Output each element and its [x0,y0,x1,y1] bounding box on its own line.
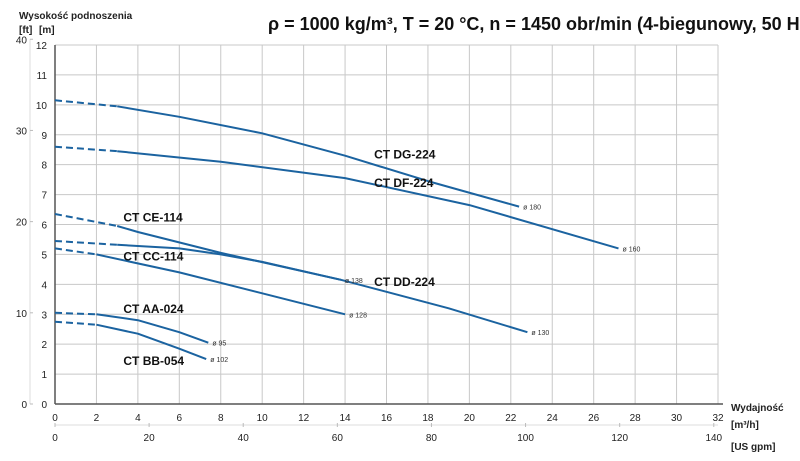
y-tick-label: 6 [41,221,47,232]
curve-name-label: CT CE-114 [123,211,183,225]
impeller-diameter-label: ø 160 [623,246,641,253]
gpm-tick-label: 100 [517,433,534,444]
y-tick-label: 7 [41,191,47,202]
ft-tick-label: 40 [16,35,28,46]
x-tick-label: 10 [257,413,269,424]
x-tick-label: 6 [177,413,183,424]
ft-tick-label: 30 [16,126,28,137]
gpm-tick-label: 40 [238,433,250,444]
x-tick-label: 18 [422,413,434,424]
curve-name-label: CT DD-224 [374,275,435,289]
x-tick-label: 8 [218,413,224,424]
impeller-diameter-label: ø 180 [523,205,541,212]
curve-name-label: CT DG-224 [374,148,436,162]
x-tick-label: 32 [712,413,724,424]
chart-title: ρ = 1000 kg/m³, T = 20 °C, n = 1450 obr/… [268,14,800,34]
gpm-tick-label: 140 [705,433,722,444]
gpm-tick-label: 80 [426,433,438,444]
x-axis-unit: [m³/h] [731,420,759,431]
impeller-diameter-label: ø 102 [210,357,228,364]
x-tick-label: 20 [464,413,476,424]
y-tick-label: 9 [41,131,47,142]
x-tick-label: 28 [630,413,642,424]
y-axis-unit-m: [m] [39,25,55,36]
y-tick-label: 11 [37,71,48,82]
curve-dashed-segment [54,320,97,326]
gpm-tick-label: 60 [332,433,344,444]
curve-name-label: CT CC-114 [123,249,183,263]
x-tick-label: 22 [505,413,517,424]
ft-tick-label: 0 [21,400,27,411]
curve-dashed-segment [54,99,118,108]
impeller-diameter-label: ø 138 [345,278,363,285]
pump-curve [340,278,528,334]
y-tick-label: 0 [41,400,47,411]
x-tick-label: 26 [588,413,600,424]
x-axis-label: Wydajność [731,403,784,414]
x-tick-label: 14 [340,413,352,424]
y-tick-label: 12 [36,41,48,52]
curve-name-label: CT DF-224 [374,176,434,190]
curve-name-label: CT AA-024 [123,302,184,316]
pump-curve [96,313,209,344]
impeller-diameter-label: ø 95 [212,341,226,348]
y-axis-unit-ft: [ft] [19,25,32,36]
y-tick-label: 5 [41,250,47,261]
y-tick-label: 1 [41,370,47,381]
impeller-diameter-label: ø 128 [349,312,367,319]
y-tick-label: 8 [41,161,47,172]
gpm-tick-label: 120 [611,433,628,444]
x-tick-label: 4 [135,413,141,424]
curve-dashed-segment [54,311,97,316]
curve-dashed-segment [54,247,97,256]
y-tick-label: 4 [41,280,47,291]
y-tick-label: 10 [36,101,48,112]
y-tick-label: 3 [41,310,47,321]
gpm-tick-label: 20 [144,433,156,444]
pump-curve [96,253,346,316]
pump-curve [117,105,520,208]
gpm-tick-label: 0 [52,433,58,444]
curve-dashed-segment [54,145,118,153]
y-axis-label: Wysokość podnoszenia [19,11,133,22]
pump-curve [117,150,619,250]
x-tick-label: 30 [671,413,683,424]
x-tick-label: 12 [298,413,310,424]
ft-tick-label: 10 [16,309,28,320]
x-tick-label: 16 [381,413,393,424]
x-tick-label: 24 [547,413,559,424]
curve-dashed-segment [54,240,118,246]
pump-curve [96,323,207,361]
curve-name-label: CT BB-054 [123,354,184,368]
impeller-diameter-label: ø 130 [531,330,549,337]
pump-curve [117,243,342,281]
x2-axis-unit: [US gpm] [731,442,775,453]
ft-tick-label: 20 [16,218,28,229]
y-tick-label: 2 [41,340,47,351]
x-tick-label: 2 [94,413,100,424]
x-tick-label: 0 [52,413,58,424]
